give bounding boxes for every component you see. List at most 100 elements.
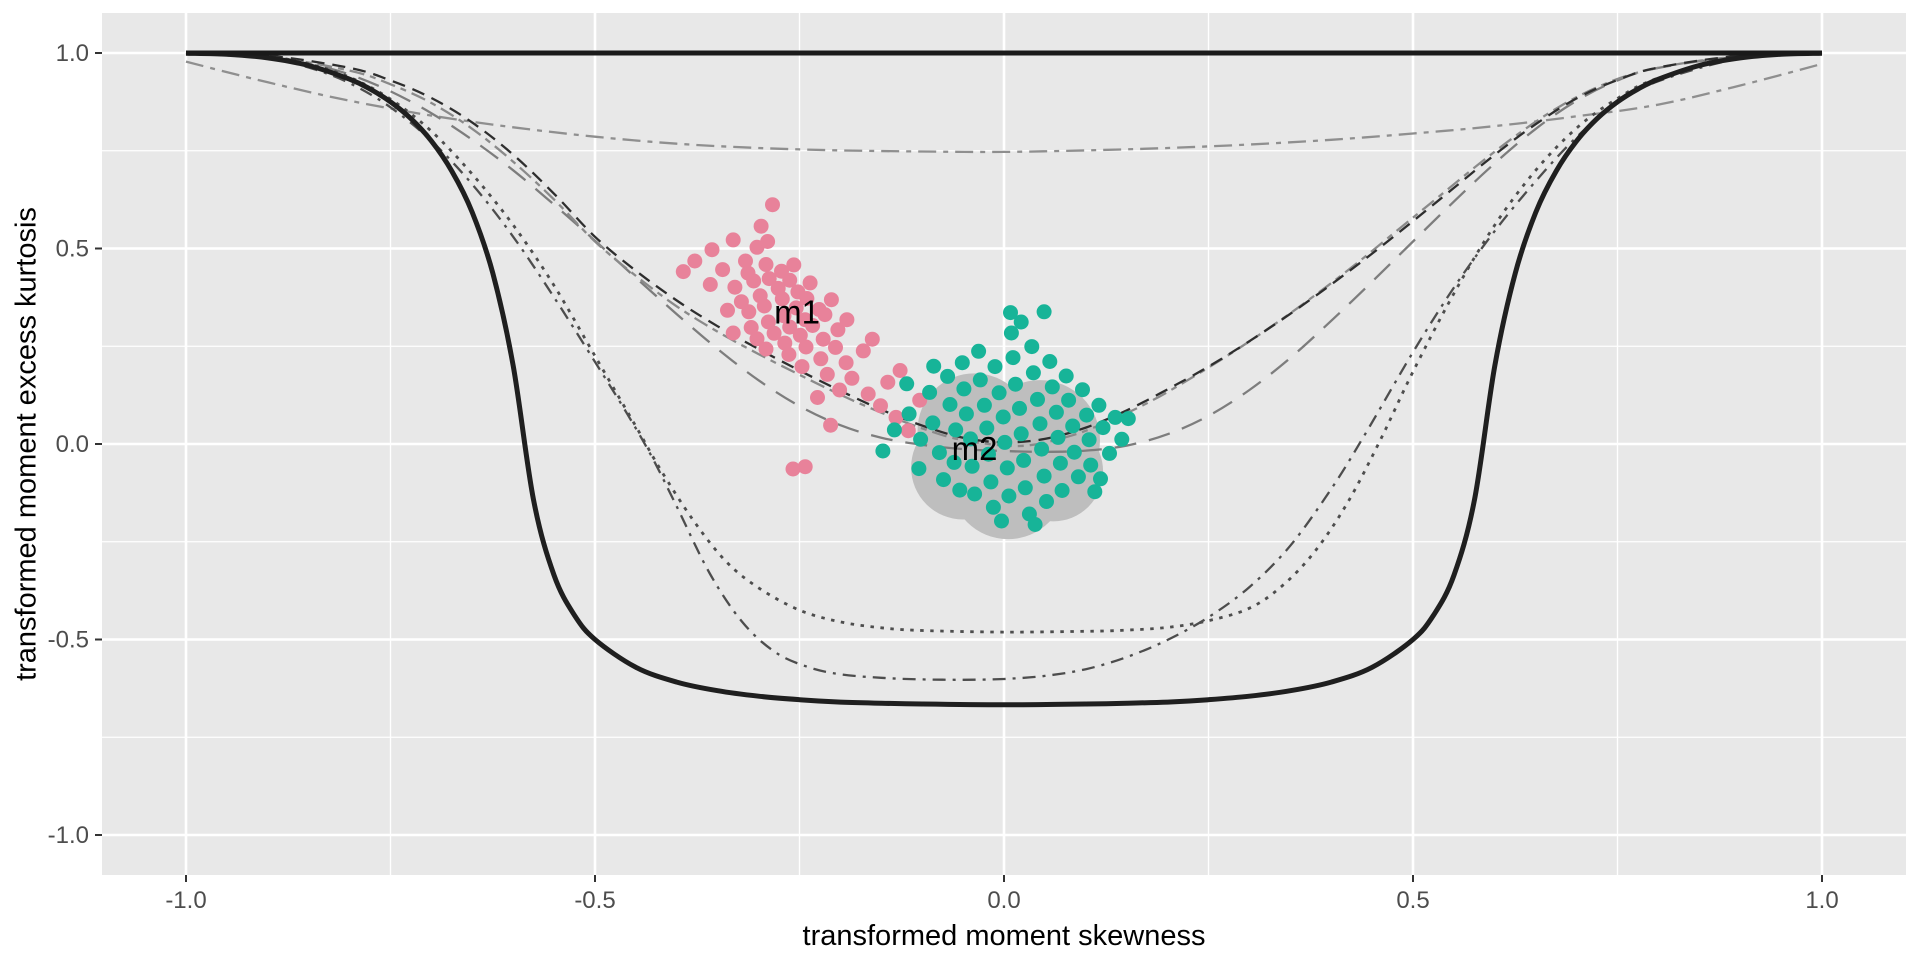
m1-points	[828, 339, 843, 355]
m1-points	[725, 232, 741, 248]
m2-points	[1012, 400, 1027, 416]
m2-points	[926, 358, 942, 374]
m1-points	[817, 307, 833, 323]
y-tick-label: -1.0	[48, 822, 89, 849]
m1-points	[797, 459, 813, 475]
m2-points	[979, 420, 995, 436]
m1-points	[758, 341, 774, 357]
m1-points	[855, 343, 871, 359]
m2-points	[981, 446, 996, 462]
m2-points	[1044, 379, 1060, 395]
m2-points	[936, 472, 951, 488]
m1-points	[819, 366, 835, 382]
m2-points	[1054, 483, 1070, 498]
m2-points	[911, 461, 927, 477]
m1-points	[738, 253, 753, 269]
m1-points	[810, 390, 825, 405]
m1-points	[725, 325, 741, 341]
m1-points	[864, 331, 880, 347]
m1-points	[760, 234, 776, 249]
m1-points	[753, 218, 769, 234]
m1-points	[704, 242, 720, 258]
m2-points	[972, 372, 988, 388]
m1-points	[799, 291, 815, 306]
m2-points	[983, 474, 999, 490]
m2-points	[995, 409, 1011, 425]
m2-points	[1030, 391, 1045, 407]
m1-points	[758, 257, 774, 272]
m2-points	[925, 415, 941, 431]
m1-points	[777, 335, 793, 351]
m2-points	[1042, 354, 1058, 369]
m1-points	[782, 272, 798, 288]
m1-points	[794, 359, 810, 375]
m1-points	[873, 398, 888, 414]
m2-points	[964, 458, 980, 474]
m2-points	[1036, 468, 1052, 484]
curve-twodash-shallow	[185, 60, 1823, 154]
m2-points	[946, 454, 962, 470]
m1-points	[785, 461, 801, 477]
y-tick-label: 1.0	[56, 40, 89, 67]
m2-points	[1001, 488, 1017, 504]
m1-points	[788, 300, 804, 316]
m2-points	[999, 460, 1015, 476]
m2-points	[987, 359, 1003, 375]
m1-points	[720, 302, 735, 318]
m1-points	[880, 374, 896, 390]
m2-points	[1008, 376, 1023, 392]
m2-points	[1013, 314, 1029, 330]
m2-points	[1025, 365, 1041, 381]
m1-points	[776, 308, 792, 324]
m2-points	[991, 385, 1007, 401]
y-axis-title: transformed moment excess kurtosis	[10, 207, 43, 681]
m2-points	[956, 381, 972, 397]
m1-points	[802, 275, 818, 291]
m2-points	[1061, 392, 1077, 408]
m2-points	[1036, 304, 1052, 320]
m2-points	[954, 355, 970, 371]
m2-points	[1081, 432, 1097, 448]
m1-points	[727, 279, 743, 295]
m2-points	[1091, 397, 1107, 413]
m1-points	[792, 327, 808, 343]
y-tick-label: 0.0	[56, 431, 89, 458]
m1-points	[892, 363, 908, 378]
curve-dotted	[185, 51, 1823, 634]
m2-points	[1070, 469, 1086, 485]
x-tick-label: 1.0	[1805, 887, 1838, 914]
m2-points	[1034, 441, 1050, 457]
m1-points	[844, 370, 860, 386]
m2-points	[958, 406, 974, 422]
m2-points	[1093, 471, 1108, 487]
m1-points	[746, 273, 762, 289]
m1-points	[715, 262, 731, 278]
m1-points	[823, 292, 839, 308]
m2-points	[1039, 494, 1054, 509]
m2-points	[913, 431, 929, 447]
curve-dashdot	[185, 51, 1823, 681]
m2-points	[994, 513, 1009, 529]
m2-points	[963, 431, 978, 447]
m1-points	[675, 264, 691, 280]
m2-points	[901, 406, 917, 422]
m1-points	[702, 277, 718, 292]
m2-points	[1095, 420, 1111, 436]
m2-points	[952, 482, 968, 498]
m1-points	[749, 331, 765, 347]
m2-points	[985, 499, 1001, 515]
x-tick-label: -1.0	[165, 887, 206, 914]
y-tick-label: -0.5	[48, 627, 89, 654]
m2-points	[1003, 305, 1018, 321]
m1-points	[832, 382, 848, 398]
m2-points	[1052, 455, 1068, 471]
m2-points	[1087, 484, 1103, 500]
boundary-lower-all	[185, 50, 1823, 708]
m2-points	[942, 397, 958, 412]
m1-points	[813, 351, 829, 367]
m1-points	[839, 312, 855, 328]
m1-points	[743, 320, 759, 335]
m1-points	[900, 423, 916, 439]
x-axis-title: transformed moment skewness	[802, 920, 1206, 952]
